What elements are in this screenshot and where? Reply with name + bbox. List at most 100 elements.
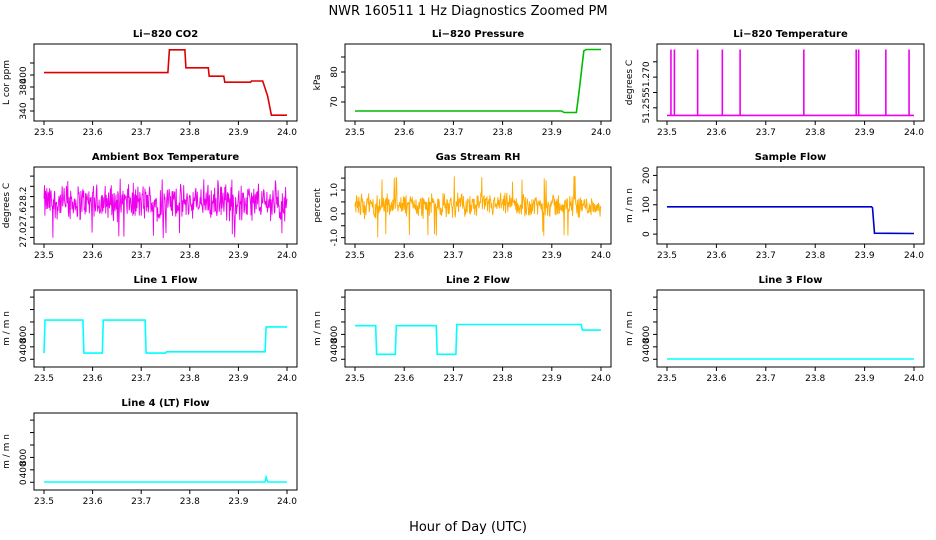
y-axis-label: percent [313,188,323,223]
y-tick-label: 28.2 [19,187,29,207]
x-tick-label: 23.9 [228,497,248,507]
y-axis-label: kPa [313,75,323,91]
series-line [44,474,287,483]
y-tick-label: 70 [330,96,340,108]
x-tick-label: 23.5 [345,374,365,384]
x-tick-label: 23.7 [443,128,463,138]
y-axis-label: m / m n [625,311,635,346]
x-tick-label: 23.5 [345,251,365,261]
panel-9: Line 3 Flow 23.5 23.6 23.7 23.8 23.9 24.0 04008… [625,275,925,384]
x-tick-label: 23.5 [657,251,677,261]
x-tick-label: 23.8 [805,374,825,384]
y-tick-label: 100 [642,196,652,213]
y-tick-label: 51.255 [642,92,652,124]
panel-title: Line 1 Flow [134,275,198,286]
plot-frame [344,166,612,245]
x-tick-label: 23.5 [34,374,54,384]
y-tick-label: 51.270 [642,61,652,93]
panel-7: Line 1 Flow 23.5 23.6 23.7 23.8 23.9 24.0 04008… [2,275,298,384]
y-tick-label: 0 [642,356,652,362]
series-line [43,178,288,239]
panel-title: Ambient Box Temperature [92,152,239,163]
y-tick-label: 80 [330,66,340,78]
y-tick-label: 200 [642,167,652,184]
x-tick-label: 24.0 [904,251,924,261]
x-tick-label: 23.9 [542,128,562,138]
x-tick-label: 23.6 [394,374,414,384]
x-tick-label: 23.8 [180,374,200,384]
x-tick-label: 23.9 [542,251,562,261]
x-tick-label: 23.5 [34,251,54,261]
panel-6: Sample Flow 23.5 23.6 23.7 23.8 23.9 24.0 0 100 2… [625,152,925,261]
y-axis-label: m / m n [2,434,12,469]
y-axis-label: m / m n [625,188,635,223]
x-tick-label: 23.9 [855,374,875,384]
y-axis-label: m / m n [2,311,12,346]
y-tick-label: 800 [642,326,652,343]
y-tick-label: 400 [19,461,29,478]
x-tick-label: 23.7 [443,374,463,384]
x-tick-label: 23.6 [83,374,103,384]
y-axis-label: degrees C [2,183,12,228]
plot-frame [344,43,612,122]
y-tick-label: 800 [330,326,340,343]
x-tick-label: 23.6 [706,128,726,138]
x-tick-label: 23.8 [180,251,200,261]
x-tick-label: 23.5 [657,128,677,138]
y-tick-label: 0 [330,356,340,362]
y-axis-label: degrees C [625,60,635,105]
x-tick-label: 23.7 [131,374,151,384]
x-tick-label: 23.9 [542,374,562,384]
x-tick-label: 23.6 [394,128,414,138]
series-line [667,206,915,235]
x-tick-label: 23.8 [180,497,200,507]
x-tick-label: 24.0 [277,128,297,138]
x-tick-label: 24.0 [591,374,611,384]
y-tick-label: 27.6 [19,207,29,227]
x-tick-label: 23.7 [131,251,151,261]
x-tick-label: 23.8 [805,251,825,261]
x-tick-label: 23.9 [228,251,248,261]
x-tick-label: 23.8 [805,128,825,138]
y-tick-label: 0 [642,231,652,237]
panel-title: Li−820 Pressure [432,29,525,40]
panel-title: Li−820 Temperature [733,29,848,40]
y-tick-label: 400 [19,66,29,83]
series-line [355,323,601,356]
x-tick-label: 23.5 [657,374,677,384]
plot-frame [656,289,925,368]
y-tick-label: -1.0 [330,229,340,247]
panel-title: Line 2 Flow [446,275,510,286]
panel-1: Li−820 CO2 23.5 23.6 23.7 23.8 23.9 24.0 340 380… [2,29,298,138]
x-tick-label: 24.0 [904,374,924,384]
x-tick-label: 23.5 [34,128,54,138]
y-tick-label: 400 [330,338,340,355]
plot-frame [33,412,298,491]
series-line [355,48,601,114]
x-tick-label: 24.0 [591,128,611,138]
panel-3: Li−820 Temperature 23.5 23.6 23.7 23.8 23.9 24… [625,29,925,138]
x-tick-label: 24.0 [591,251,611,261]
y-tick-label: 340 [19,102,29,119]
x-tick-label: 23.9 [855,128,875,138]
x-tick-label: 24.0 [904,128,924,138]
panel-8: Line 2 Flow 23.5 23.6 23.7 23.8 23.9 24.0 04008… [313,275,612,384]
plot-frame [344,289,612,368]
y-tick-label: 0 [19,479,29,485]
x-tick-label: 23.7 [131,497,151,507]
x-tick-label: 24.0 [277,497,297,507]
x-tick-label: 23.6 [83,251,103,261]
plot-frame [656,166,925,245]
x-tick-label: 23.5 [34,497,54,507]
y-tick-label: 0 [19,356,29,362]
y-tick-label: 380 [19,78,29,95]
y-tick-label: 400 [19,338,29,355]
series-line [43,319,287,354]
panels: Li−820 CO2 23.5 23.6 23.7 23.8 23.9 24.0 340 380… [2,29,925,507]
x-tick-label: 24.0 [277,251,297,261]
panel-title: Line 3 Flow [759,275,823,286]
plot-frame [656,43,925,122]
panel-title: Gas Stream RH [436,152,521,163]
panel-title: Li−820 CO2 [133,29,198,40]
